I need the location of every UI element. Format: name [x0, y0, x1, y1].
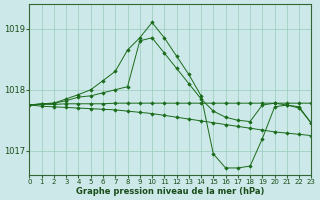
X-axis label: Graphe pression niveau de la mer (hPa): Graphe pression niveau de la mer (hPa): [76, 187, 265, 196]
